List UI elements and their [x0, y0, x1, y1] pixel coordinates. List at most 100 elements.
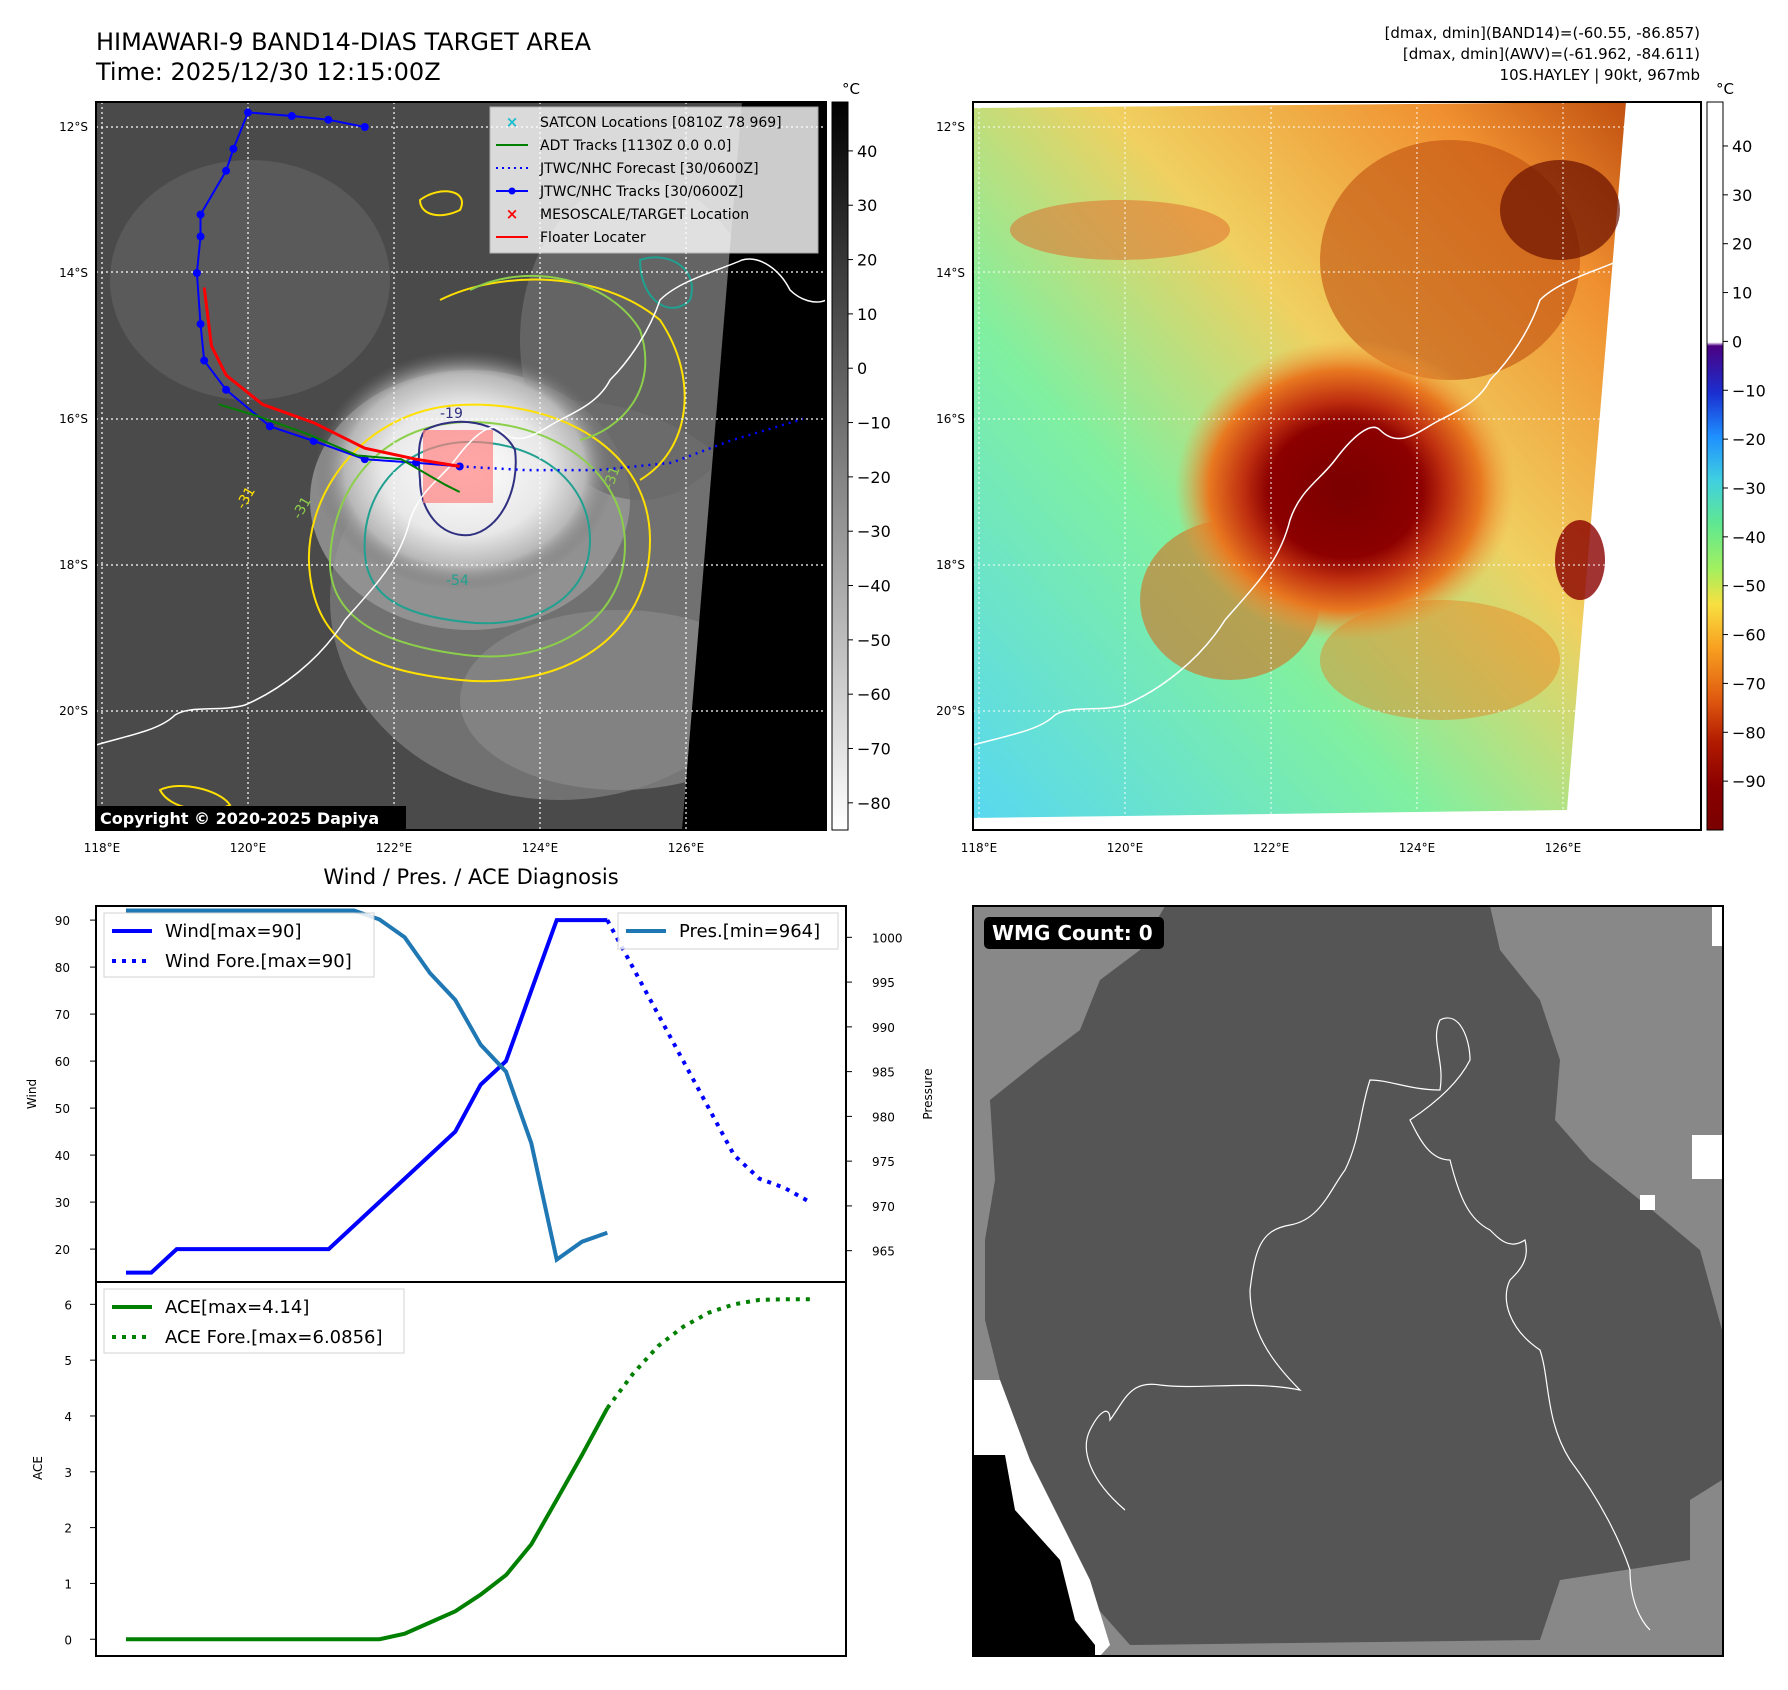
map-legend-label: Floater Locater: [540, 230, 646, 246]
wmg-frame: [972, 905, 1724, 1657]
colorbar-tick-label: 0: [857, 359, 867, 378]
wmg-coastline: [1085, 1017, 1651, 1631]
wind-axis-label: Wind: [25, 1079, 39, 1109]
color-colorbar-gradient: [1706, 101, 1724, 831]
figure-title-line1: HIMAWARI-9 BAND14-DIAS TARGET AREA: [96, 28, 592, 56]
colorbar-tick-label: 40: [857, 142, 877, 161]
pressure-tick-label: 995: [872, 976, 895, 990]
ace-axis-label: ACE: [31, 1456, 45, 1480]
colorbar-tick-label: −10: [857, 414, 891, 433]
pres-legend: Pres.[min=964]: [617, 912, 839, 950]
map-legend-label: JTWC/NHC Tracks [30/0600Z]: [539, 184, 743, 200]
lon-tick: 124°E: [522, 841, 559, 855]
storm-core-color: [1175, 340, 1515, 640]
legend-marker-x: ×: [506, 113, 519, 131]
lat-tick: 20°S: [936, 704, 965, 718]
ace-tick-label: 2: [64, 1522, 72, 1536]
map-legend-label: MESOSCALE/TARGET Location: [540, 207, 749, 223]
colorbar-tick-label: −50: [857, 631, 891, 650]
jtwc-track-point: [229, 144, 238, 153]
colorbar-tick-label: −30: [857, 522, 891, 541]
colorbar-tick-label: −80: [1732, 723, 1766, 742]
wind-tick-label: 80: [55, 961, 70, 975]
colorbar-tick-label: −90: [1732, 772, 1766, 791]
contour-yellow: [158, 784, 232, 811]
colorbar-tick-label: −10: [1732, 381, 1766, 400]
map-legend-entry: ADT Tracks [1130Z 0.0 0.0]: [496, 138, 731, 154]
wind-tick-label: 40: [55, 1149, 70, 1163]
ace-tick-label: 6: [64, 1298, 72, 1312]
jtwc-track-point: [244, 108, 252, 117]
pressure-axis-label: Pressure: [921, 1068, 935, 1119]
bw-colorbar-unit: °C: [842, 80, 860, 98]
ace-series: [126, 1297, 810, 1642]
lat-tick: 12°S: [936, 120, 965, 134]
pressure-tick-label: 970: [872, 1200, 895, 1214]
colorbar-tick-label: −60: [857, 685, 891, 704]
wind-tick-label: 50: [55, 1102, 70, 1116]
lat-tick: 14°S: [59, 266, 88, 280]
series-line-ace-fore-: [605, 1297, 810, 1410]
lon-tick: 118°E: [961, 841, 998, 855]
bw-colorbar: °C 40 30 20 10 0 −10 −20 −30 −40 −50 −60 −70 −80: [831, 80, 891, 831]
pressure-tick-label: 985: [872, 1066, 895, 1080]
info-line1: [dmax, dmin](BAND14)=(-60.55, -86.857): [1385, 24, 1700, 42]
coastline: [973, 259, 1621, 746]
info-line3: 10S.HAYLEY | 90kt, 967mb: [1500, 66, 1700, 84]
no-data-region: [682, 102, 826, 830]
colorbar-tick-label: −70: [857, 740, 891, 759]
ace-tick-label: 3: [64, 1466, 72, 1480]
contour-teal: [638, 256, 693, 309]
floater-track: [202, 287, 460, 468]
jtwc-track-point: [192, 269, 201, 277]
cloud-band: [1555, 520, 1605, 600]
wind-tick-label: 20: [55, 1243, 70, 1257]
bw-colorbar-gradient: [831, 101, 849, 831]
colorbar-tick-label: −20: [857, 468, 891, 487]
lat-tick: 14°S: [936, 266, 965, 280]
wind-legend-label: Wind[max=90]: [165, 921, 302, 942]
ace-legend: ACE[max=4.14] ACE Fore.[max=6.0856]: [103, 1288, 405, 1354]
colorbar-tick-label: −40: [1732, 528, 1766, 547]
cloud-band: [1500, 160, 1620, 260]
colorbar-tick-label: 30: [1732, 186, 1752, 205]
cloud-area: [110, 160, 390, 400]
map-legend-entry: × MESOSCALE/TARGET Location: [506, 205, 749, 223]
ace-fore-legend-label: ACE Fore.[max=6.0856]: [165, 1327, 383, 1348]
map-legend-box: [489, 106, 819, 254]
lon-tick: 122°E: [376, 841, 413, 855]
pressure-tick-label: 980: [872, 1110, 895, 1124]
map-legend-label: ADT Tracks [1130Z 0.0 0.0]: [540, 138, 731, 154]
wmg-black-region: [973, 1455, 1095, 1656]
lon-tick: 118°E: [84, 841, 121, 855]
colorbar-tick-label: −50: [1732, 577, 1766, 596]
map-legend: × SATCON Locations [0810Z 78 969] ADT Trac…: [489, 106, 819, 254]
bw-map-frame: [95, 101, 827, 831]
lat-tick: 20°S: [59, 704, 88, 718]
lat-tick: 16°S: [59, 412, 88, 426]
colorbar-tick-label: −70: [1732, 674, 1766, 693]
wmg-label-box: [984, 917, 1164, 949]
lat-ticks-right: 12°S 14°S 16°S 18°S 20°S: [936, 120, 965, 718]
wmg-white-patch: [1692, 1135, 1723, 1179]
wmg-core-region: [985, 906, 1722, 1645]
wind-tick-label: 30: [55, 1196, 70, 1210]
series-line-wind-fore-: [605, 919, 811, 1204]
legend-marker-dot: [508, 187, 516, 195]
jtwc-track-point: [265, 422, 274, 431]
lon-tick: 126°E: [1545, 841, 1582, 855]
lon-ticks-right: 118°E 120°E 122°E 124°E 126°E: [961, 841, 1582, 855]
lat-tick: 16°S: [936, 412, 965, 426]
colorbar-tick-label: 30: [857, 196, 877, 215]
map-legend-entry: Floater Locater: [496, 230, 646, 246]
wind-tick-label: 90: [55, 914, 70, 928]
colorbar-tick-label: −30: [1732, 479, 1766, 498]
ace-tick-label: 0: [64, 1633, 72, 1647]
cloud-band: [1320, 600, 1560, 720]
wind-tick-label: 60: [55, 1055, 70, 1069]
wmg-white-patch: [1640, 1195, 1655, 1210]
contour-label: -31: [601, 464, 624, 491]
contour-yellow: [307, 403, 652, 683]
lon-tick: 126°E: [668, 841, 705, 855]
